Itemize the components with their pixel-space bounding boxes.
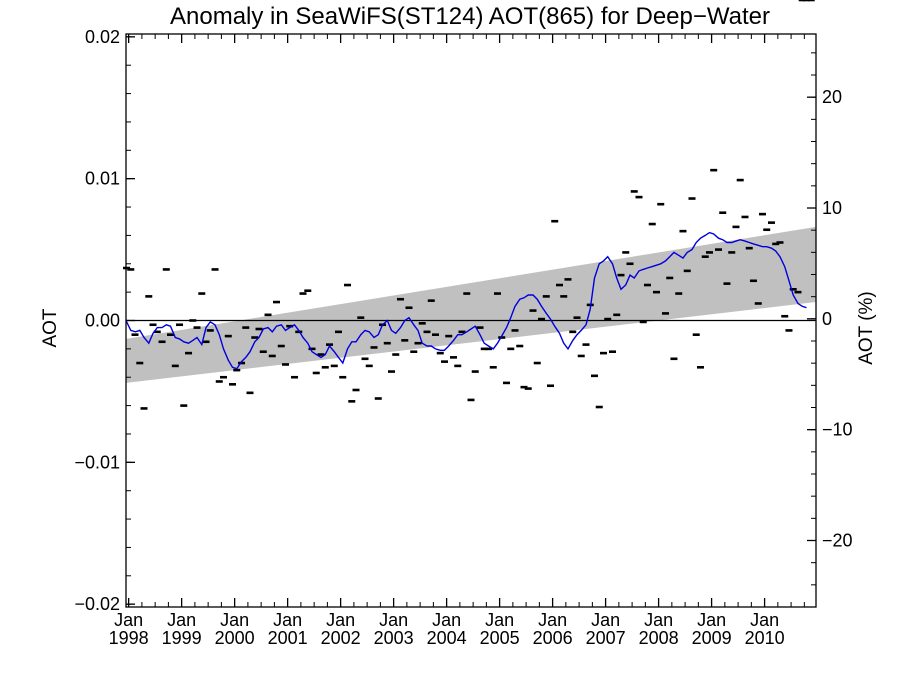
tick-labels-group: 0.020.010.00−0.01−0.0220100−10−20Jan1998… xyxy=(74,27,852,648)
running-mean-line xyxy=(125,231,807,370)
x-tick-year-label: 2005 xyxy=(480,628,520,648)
x-tick-month-label: Jan xyxy=(220,610,249,630)
x-tick-year-label: 1998 xyxy=(109,628,149,648)
x-tick-year-label: 2004 xyxy=(427,628,467,648)
trend-band-group xyxy=(126,226,816,383)
x-tick-month-label: Jan xyxy=(697,610,726,630)
x-tick-year-label: 2001 xyxy=(268,628,308,648)
monthly-points-group xyxy=(123,0,815,410)
x-tick-month-label: Jan xyxy=(326,610,355,630)
x-tick-month-label: Jan xyxy=(538,610,567,630)
x-tick-year-label: 2000 xyxy=(215,628,255,648)
x-tick-year-label: 2007 xyxy=(586,628,626,648)
y-right-tick-label: −20 xyxy=(822,531,853,551)
y-left-tick-label: 0.01 xyxy=(85,169,120,189)
running-mean-group xyxy=(125,231,807,370)
trend-band xyxy=(126,226,816,383)
x-tick-month-label: Jan xyxy=(273,610,302,630)
y-axis-left-label: AOT xyxy=(40,308,61,347)
x-tick-year-label: 2003 xyxy=(374,628,414,648)
x-tick-year-label: 2009 xyxy=(692,628,732,648)
y-left-tick-label: −0.01 xyxy=(74,452,120,472)
axes-group xyxy=(125,33,817,608)
x-tick-year-label: 2010 xyxy=(745,628,785,648)
y-right-tick-label: 0 xyxy=(822,309,832,329)
y-left-tick-label: 0.02 xyxy=(85,27,120,47)
y-axis-right-label: AOT (%) xyxy=(856,291,877,365)
x-tick-month-label: Jan xyxy=(591,610,620,630)
x-tick-month-label: Jan xyxy=(432,610,461,630)
x-tick-year-label: 2002 xyxy=(321,628,361,648)
x-tick-month-label: Jan xyxy=(114,610,143,630)
y-right-tick-label: −10 xyxy=(822,420,853,440)
chart-title: Anomaly in SeaWiFS(ST124) AOT(865) for D… xyxy=(170,3,770,30)
x-tick-year-label: 1999 xyxy=(162,628,202,648)
y-right-tick-label: 10 xyxy=(822,198,842,218)
x-tick-month-label: Jan xyxy=(167,610,196,630)
x-tick-year-label: 2008 xyxy=(639,628,679,648)
x-tick-month-label: Jan xyxy=(644,610,673,630)
x-tick-year-label: 2006 xyxy=(533,628,573,648)
y-right-tick-label: 20 xyxy=(822,87,842,107)
x-tick-month-label: Jan xyxy=(750,610,779,630)
x-tick-month-label: Jan xyxy=(485,610,514,630)
x-tick-month-label: Jan xyxy=(379,610,408,630)
y-left-tick-label: 0.00 xyxy=(85,311,120,331)
y-left-tick-label: −0.02 xyxy=(74,594,120,614)
